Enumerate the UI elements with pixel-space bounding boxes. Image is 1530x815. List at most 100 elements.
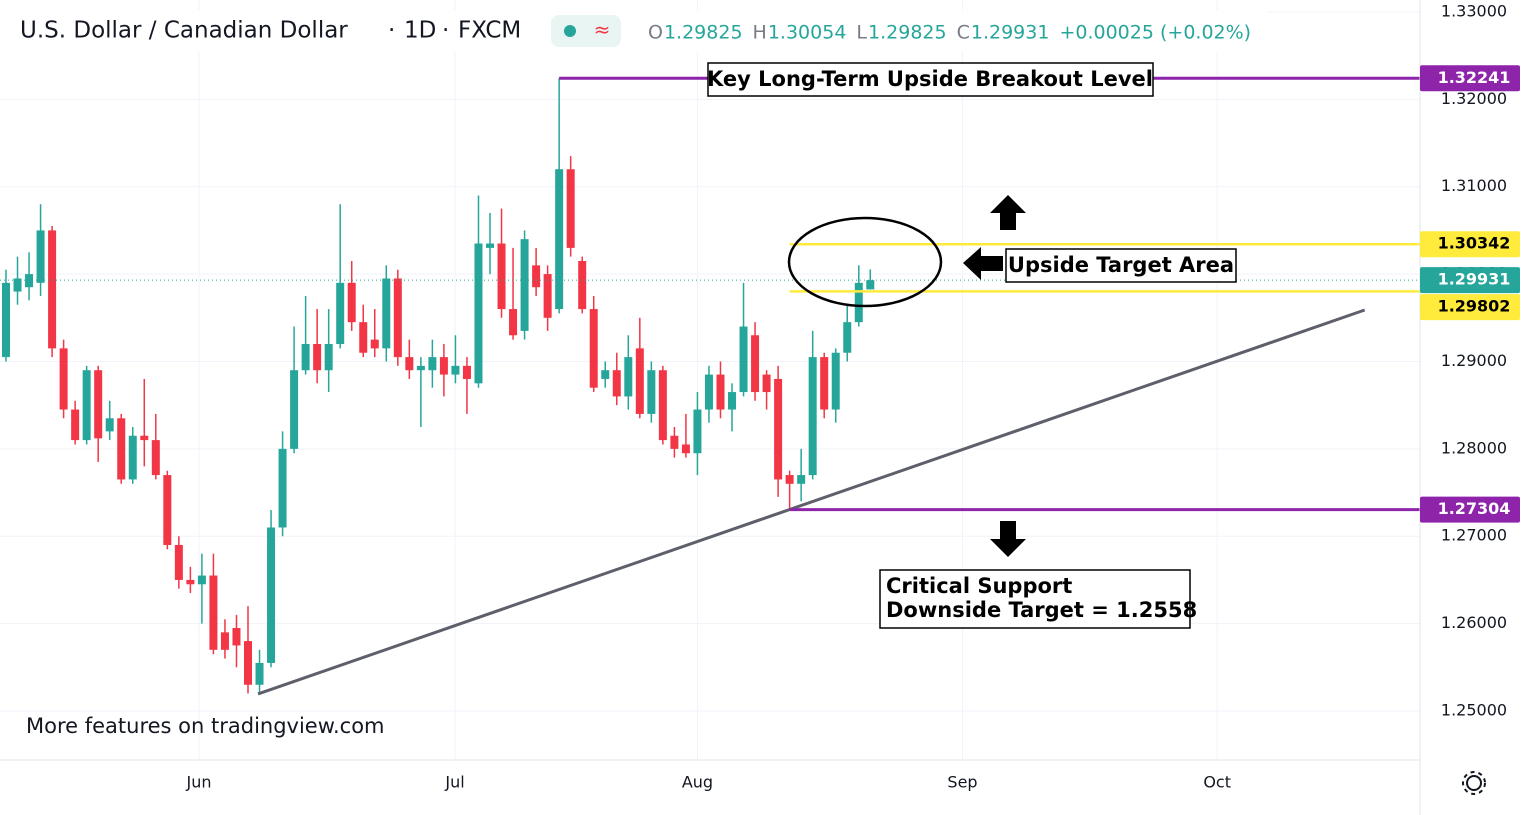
candle-body	[197, 575, 206, 585]
header-bg	[0, 10, 1270, 52]
candle-body	[290, 370, 299, 449]
price-label-bg	[1420, 267, 1520, 294]
candle-body	[48, 230, 57, 349]
candle-body	[117, 418, 126, 480]
price-label: 1.27304	[1438, 499, 1511, 518]
ohlc-key: L	[856, 22, 867, 44]
status-pill[interactable]	[551, 15, 621, 47]
candle-body	[785, 475, 794, 484]
separator: ·	[388, 18, 395, 44]
candle-body	[232, 627, 241, 646]
y-tick-label: 1.27000	[1441, 526, 1507, 545]
candle-body	[728, 392, 737, 410]
candle-body	[474, 243, 483, 384]
candle-body	[543, 274, 552, 318]
candle-body	[681, 444, 690, 454]
gear[interactable]	[1466, 775, 1482, 791]
separator: ·	[442, 18, 449, 44]
symbol: U.S. Dollar / Canadian Dollar	[20, 18, 348, 44]
candle-body	[301, 344, 310, 371]
annotation: Upside Target Area	[1005, 248, 1237, 283]
y-tick-label: 1.29000	[1441, 351, 1507, 370]
candle-body	[25, 274, 34, 288]
x-tick-label: Oct	[1203, 773, 1231, 792]
candle-body	[94, 370, 103, 439]
candle-body	[128, 435, 137, 480]
annotation-text: Critical Support	[886, 574, 1072, 598]
candle-body	[336, 282, 345, 345]
annotation-box	[1005, 248, 1237, 283]
candle-body	[820, 357, 829, 410]
candle-body	[486, 243, 495, 248]
annotation: Critical Support Downside Target = 1.255…	[879, 569, 1197, 629]
annotation-box	[879, 569, 1191, 629]
candle-body	[393, 278, 402, 358]
candle-body	[635, 348, 644, 414]
price-axis: 1.250001.260001.270001.280001.290001.300…	[1420, 1, 1520, 719]
ohlc-key: H	[753, 22, 767, 44]
candle-body	[693, 409, 702, 454]
ohlc-key: C	[957, 22, 970, 44]
status-dot	[564, 25, 576, 37]
down-arrow	[990, 521, 1026, 557]
candle-body	[854, 282, 863, 323]
left-arrow	[963, 247, 1003, 280]
annotation-text: Key Long-Term Upside Breakout Level	[707, 67, 1153, 91]
plot	[0, 76, 1420, 696]
candle-body	[762, 374, 771, 393]
y-tick-label: 1.28000	[1441, 438, 1507, 457]
candle-body	[831, 352, 840, 410]
candle-body	[704, 374, 713, 410]
watermark: More features on tradingview.com	[26, 714, 385, 738]
grid	[0, 0, 1420, 760]
candle-body	[774, 378, 783, 480]
annotation-text: Upside Target Area	[1008, 253, 1234, 277]
candle-body	[658, 370, 667, 441]
candle-body	[416, 365, 425, 371]
candle-body	[462, 365, 471, 379]
candle-body	[624, 357, 633, 397]
header: U.S. Dollar / Canadian Dollar · 1D · FXC…	[0, 10, 1270, 52]
x-tick-label: Jun	[186, 773, 212, 792]
ohlc-value: 1.29825	[664, 22, 743, 44]
candle-body	[566, 169, 575, 248]
price-label-bg	[1420, 65, 1520, 92]
candle-body	[71, 409, 80, 441]
candle-body	[497, 243, 506, 310]
candle-body	[612, 370, 621, 397]
candle-body	[359, 322, 368, 353]
y-tick-label: 1.26000	[1441, 613, 1507, 632]
settings-icon[interactable]	[1462, 771, 1486, 795]
candle-body	[255, 662, 264, 685]
annotation-box	[707, 62, 1154, 97]
candle-body	[313, 344, 322, 371]
ohlc-value: 1.29931	[971, 22, 1050, 44]
price-label: 1.29931	[1438, 270, 1511, 289]
y-tick-label: 1.25000	[1441, 700, 1507, 719]
candle-body	[13, 278, 22, 292]
y-tick-label: 1.31000	[1441, 176, 1507, 195]
candle-body	[532, 265, 541, 288]
candle-body	[163, 475, 172, 545]
candle-body	[59, 348, 68, 410]
price-label-bg	[1420, 496, 1520, 523]
annotation-text: Downside Target = 1.2558	[886, 598, 1197, 622]
candle-body	[555, 169, 564, 310]
y-tick-label: 1.32000	[1441, 89, 1507, 108]
x-tick-label: Jul	[444, 773, 464, 792]
candle-body	[428, 357, 437, 371]
status-icon: ≈	[594, 18, 611, 42]
candle-body	[220, 632, 229, 650]
annotation: Key Long-Term Upside Breakout Level	[707, 62, 1154, 97]
candle-body	[151, 440, 160, 476]
candle-body	[267, 527, 276, 663]
x-tick-label: Sep	[947, 773, 977, 792]
candle-body	[716, 374, 725, 410]
candle-body	[451, 365, 460, 375]
candle-body	[509, 309, 518, 336]
candle-body	[382, 278, 391, 349]
candle-body	[866, 280, 875, 290]
candle-body	[808, 357, 817, 476]
trendline	[257, 308, 1366, 696]
ohlc-value: 1.30054	[768, 22, 847, 44]
